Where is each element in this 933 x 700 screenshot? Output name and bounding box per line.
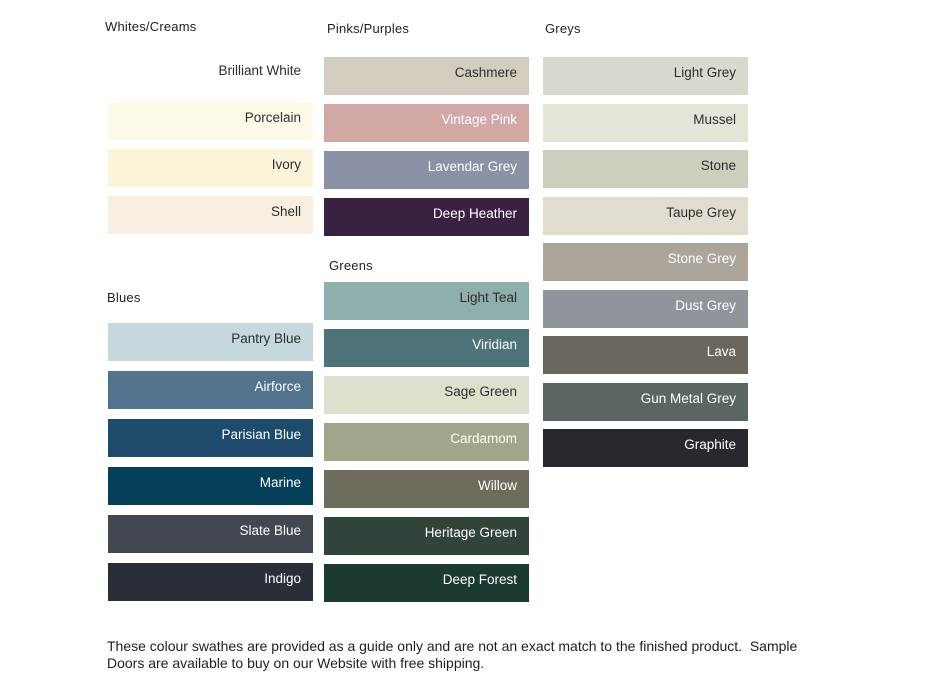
swatch-light-grey: Light Grey: [543, 57, 748, 95]
swatch-mussel: Mussel: [543, 103, 748, 142]
swatch-lavendar-grey: Lavendar Grey: [324, 151, 529, 189]
swatch-label-stone-grey: Stone Grey: [667, 251, 736, 267]
swatch-label-sage-green: Sage Green: [444, 384, 517, 400]
swatch-label-mussel: Mussel: [693, 111, 736, 127]
swatch-shell: Shell: [108, 196, 313, 234]
swatch-sage-green: Sage Green: [324, 376, 529, 414]
swatch-label-ivory: Ivory: [271, 157, 301, 173]
disclaimer: These colour swathes are provided as a g…: [107, 638, 807, 671]
swatch-label-gun-metal-grey: Gun Metal Grey: [640, 390, 736, 406]
swatch-label-heritage-green: Heritage Green: [424, 525, 517, 541]
swatch-label-slate-blue: Slate Blue: [239, 523, 301, 539]
swatch-label-vintage-pink: Vintage Pink: [441, 112, 517, 128]
swatch-label-airforce: Airforce: [254, 379, 301, 395]
swatch-stone-grey: Stone Grey: [543, 243, 748, 281]
swatch-label-deep-forest: Deep Forest: [442, 572, 517, 588]
swatch-deep-forest: Deep Forest: [324, 564, 529, 602]
swatch-label-porcelain: Porcelain: [244, 110, 301, 126]
swatch-viridian: Viridian: [324, 329, 529, 367]
swatch-label-indigo: Indigo: [264, 571, 301, 587]
swatch-group-pinks-purples: Cashmere Vintage Pink Lavendar Grey Deep He…: [324, 57, 529, 236]
swatch-label-lava: Lava: [706, 344, 736, 360]
swatch-label-dust-grey: Dust Grey: [675, 297, 736, 313]
disclaimer-line-1: These colour swathes are provided as a g…: [107, 638, 798, 654]
swatch-label-stone: Stone: [700, 158, 736, 174]
swatch-deep-heather: Deep Heather: [324, 198, 529, 236]
swatch-label-parisian-blue: Parisian Blue: [221, 427, 301, 443]
group-title-pinks-purples: Pinks/Purples: [327, 21, 410, 36]
swatch-pantry-blue: Pantry Blue: [108, 323, 313, 361]
swatch-marine: Marine: [108, 467, 313, 505]
swatch-group-greens: Light Teal Viridian Sage Green Cardamom Will…: [324, 282, 529, 602]
swatch-slate-blue: Slate Blue: [108, 515, 313, 553]
swatch-label-light-grey: Light Grey: [673, 65, 736, 81]
swatch-label-pantry-blue: Pantry Blue: [231, 331, 301, 347]
swatch-label-lavendar-grey: Lavendar Grey: [427, 159, 517, 175]
swatch-taupe-grey: Taupe Grey: [543, 196, 748, 235]
swatch-label-shell: Shell: [270, 204, 301, 220]
swatch-label-light-teal: Light Teal: [459, 290, 517, 306]
group-title-whites-creams: Whites/Creams: [105, 19, 197, 34]
swatch-ivory: Ivory: [108, 149, 313, 187]
swatch-heritage-green: Heritage Green: [324, 517, 529, 555]
swatch-cardamom: Cardamom: [324, 423, 529, 461]
swatch-cashmere: Cashmere: [324, 57, 529, 95]
swatch-group-greys: Light Grey Mussel Stone Taupe Grey Stone Gre…: [543, 57, 748, 467]
swatch-group-whites-creams: Brilliant White Porcelain Ivory Shell: [108, 55, 313, 234]
swatch-parisian-blue: Parisian Blue: [108, 419, 313, 457]
swatch-label-viridian: Viridian: [472, 337, 517, 353]
swatch-label-cardamom: Cardamom: [450, 431, 517, 447]
swatch-label-cashmere: Cashmere: [454, 65, 517, 81]
swatch-dust-grey: Dust Grey: [543, 289, 748, 328]
swatch-label-brilliant-white: Brilliant White: [218, 63, 301, 79]
group-title-blues: Blues: [107, 290, 141, 305]
swatch-gun-metal-grey: Gun Metal Grey: [543, 382, 748, 421]
group-title-greys: Greys: [545, 21, 581, 36]
swatch-label-willow: Willow: [478, 478, 517, 494]
swatch-vintage-pink: Vintage Pink: [324, 104, 529, 142]
swatch-indigo: Indigo: [108, 563, 313, 601]
swatch-light-teal: Light Teal: [324, 282, 529, 320]
swatch-brilliant-white: Brilliant White: [108, 55, 313, 93]
swatch-label-graphite: Graphite: [684, 437, 736, 453]
swatch-lava: Lava: [543, 336, 748, 374]
swatch-willow: Willow: [324, 470, 529, 508]
swatch-group-blues: Pantry Blue Airforce Parisian Blue Marine Sl…: [108, 323, 313, 601]
swatch-label-marine: Marine: [259, 475, 301, 491]
swatch-graphite: Graphite: [543, 429, 748, 467]
swatch-label-deep-heather: Deep Heather: [432, 206, 517, 222]
swatch-label-taupe-grey: Taupe Grey: [666, 204, 736, 220]
swatch-airforce: Airforce: [108, 371, 313, 409]
disclaimer-line-2: Doors are available to buy on our Websit…: [107, 654, 485, 671]
group-title-greens: Greens: [329, 258, 373, 273]
swatch-porcelain: Porcelain: [108, 102, 313, 140]
swatch-stone: Stone: [543, 150, 748, 188]
